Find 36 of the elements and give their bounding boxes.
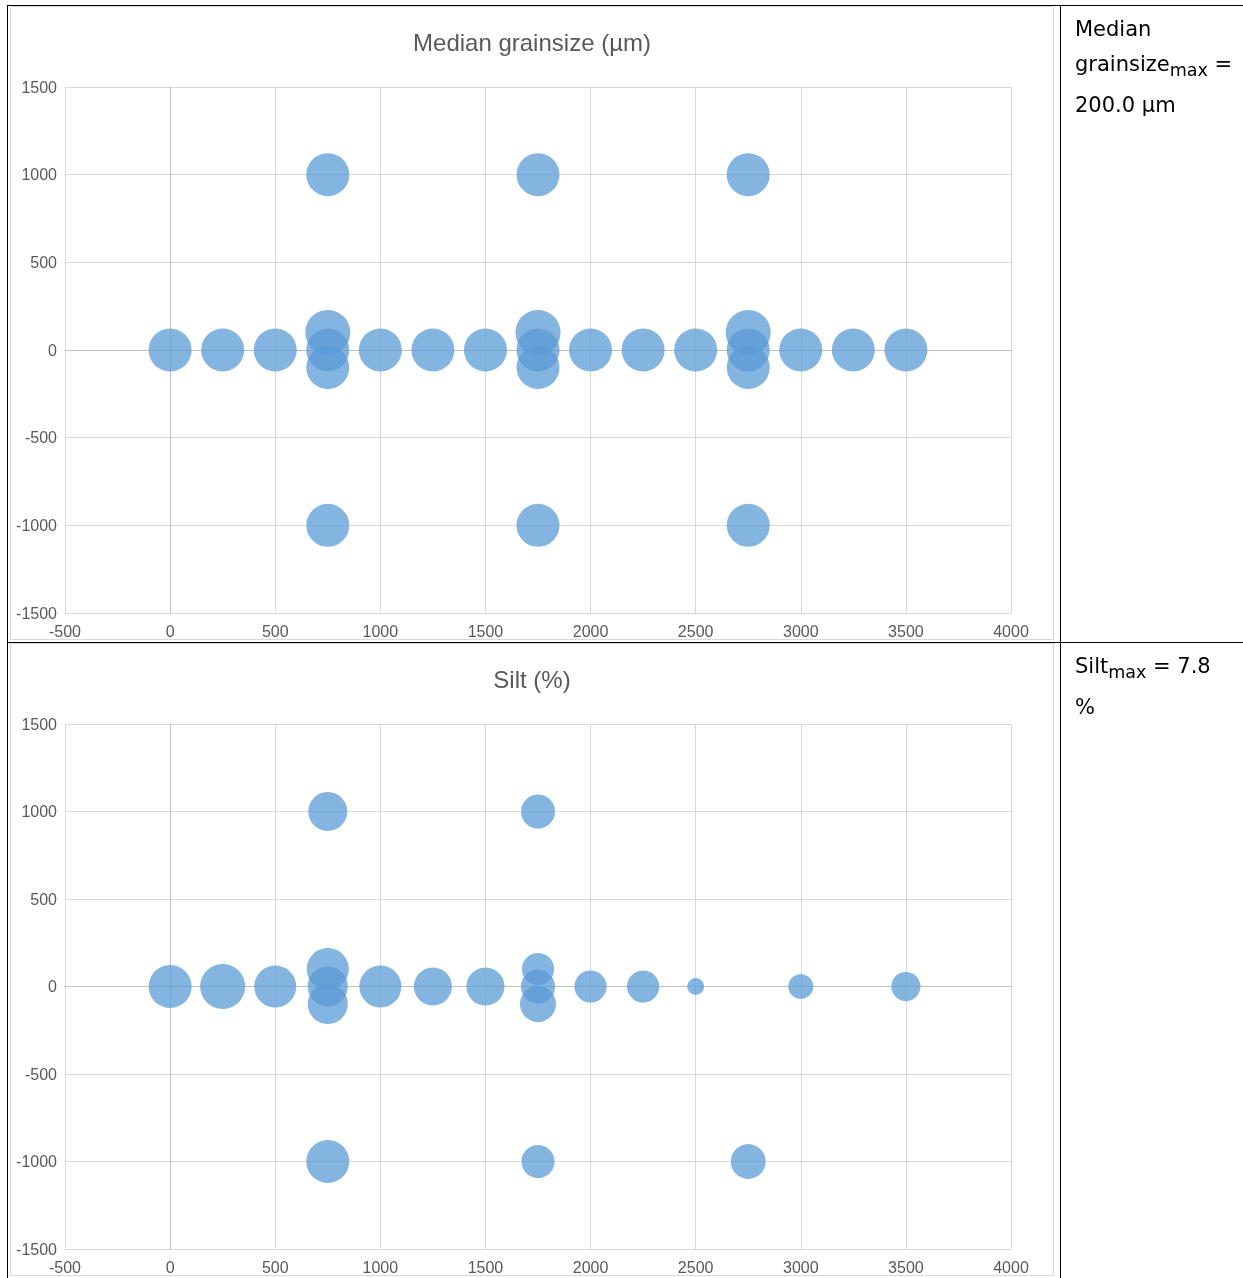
- y-tick-label: -1500: [16, 1240, 58, 1258]
- x-tick-label: 2500: [677, 1258, 714, 1276]
- y-tick-label: 1000: [21, 166, 58, 184]
- chart-title: Silt (%): [493, 665, 571, 693]
- text: Silt$_{max}$ = 7.8 %: [1075, 654, 1211, 720]
- chart-title: Median grainsize (µm): [413, 28, 651, 56]
- x-tick-label: 1000: [362, 1258, 399, 1276]
- text: Median grainsize$_{max}$ = 200.0 µm: [1075, 17, 1233, 118]
- x-tick-label: 4000: [993, 1258, 1029, 1276]
- x-tick-label: 2000: [572, 622, 609, 640]
- y-tick-label: 1000: [21, 803, 58, 820]
- y-tick-label: 0: [48, 978, 58, 995]
- x-tick-label: 3500: [888, 1258, 924, 1276]
- y-tick-label: 500: [30, 253, 58, 271]
- x-tick-label: 3000: [782, 1258, 819, 1276]
- x-tick-label: 0: [165, 1258, 175, 1276]
- y-tick-label: 500: [30, 890, 58, 908]
- y-tick-label: 1500: [21, 715, 58, 733]
- y-tick-label: -500: [24, 429, 58, 447]
- x-tick-label: 3500: [888, 622, 924, 640]
- x-tick-label: 500: [261, 1258, 289, 1276]
- x-tick-label: 1500: [467, 1258, 504, 1276]
- x-tick-label: 0: [165, 622, 175, 640]
- y-tick-label: 1500: [21, 78, 58, 96]
- y-tick-label: 0: [48, 341, 58, 359]
- x-tick-label: 4000: [993, 622, 1029, 640]
- x-tick-label: 2000: [572, 1258, 609, 1276]
- y-tick-label: -500: [24, 1065, 58, 1083]
- x-tick-label: 1500: [467, 622, 504, 640]
- x-tick-label: 1000: [362, 622, 399, 640]
- y-tick-label: -1000: [16, 1153, 58, 1170]
- x-tick-label: 500: [261, 622, 289, 640]
- x-tick-label: 2500: [677, 622, 714, 640]
- x-tick-label: 3000: [782, 622, 819, 640]
- y-tick-label: -1500: [16, 604, 58, 622]
- y-tick-label: -1000: [16, 516, 58, 534]
